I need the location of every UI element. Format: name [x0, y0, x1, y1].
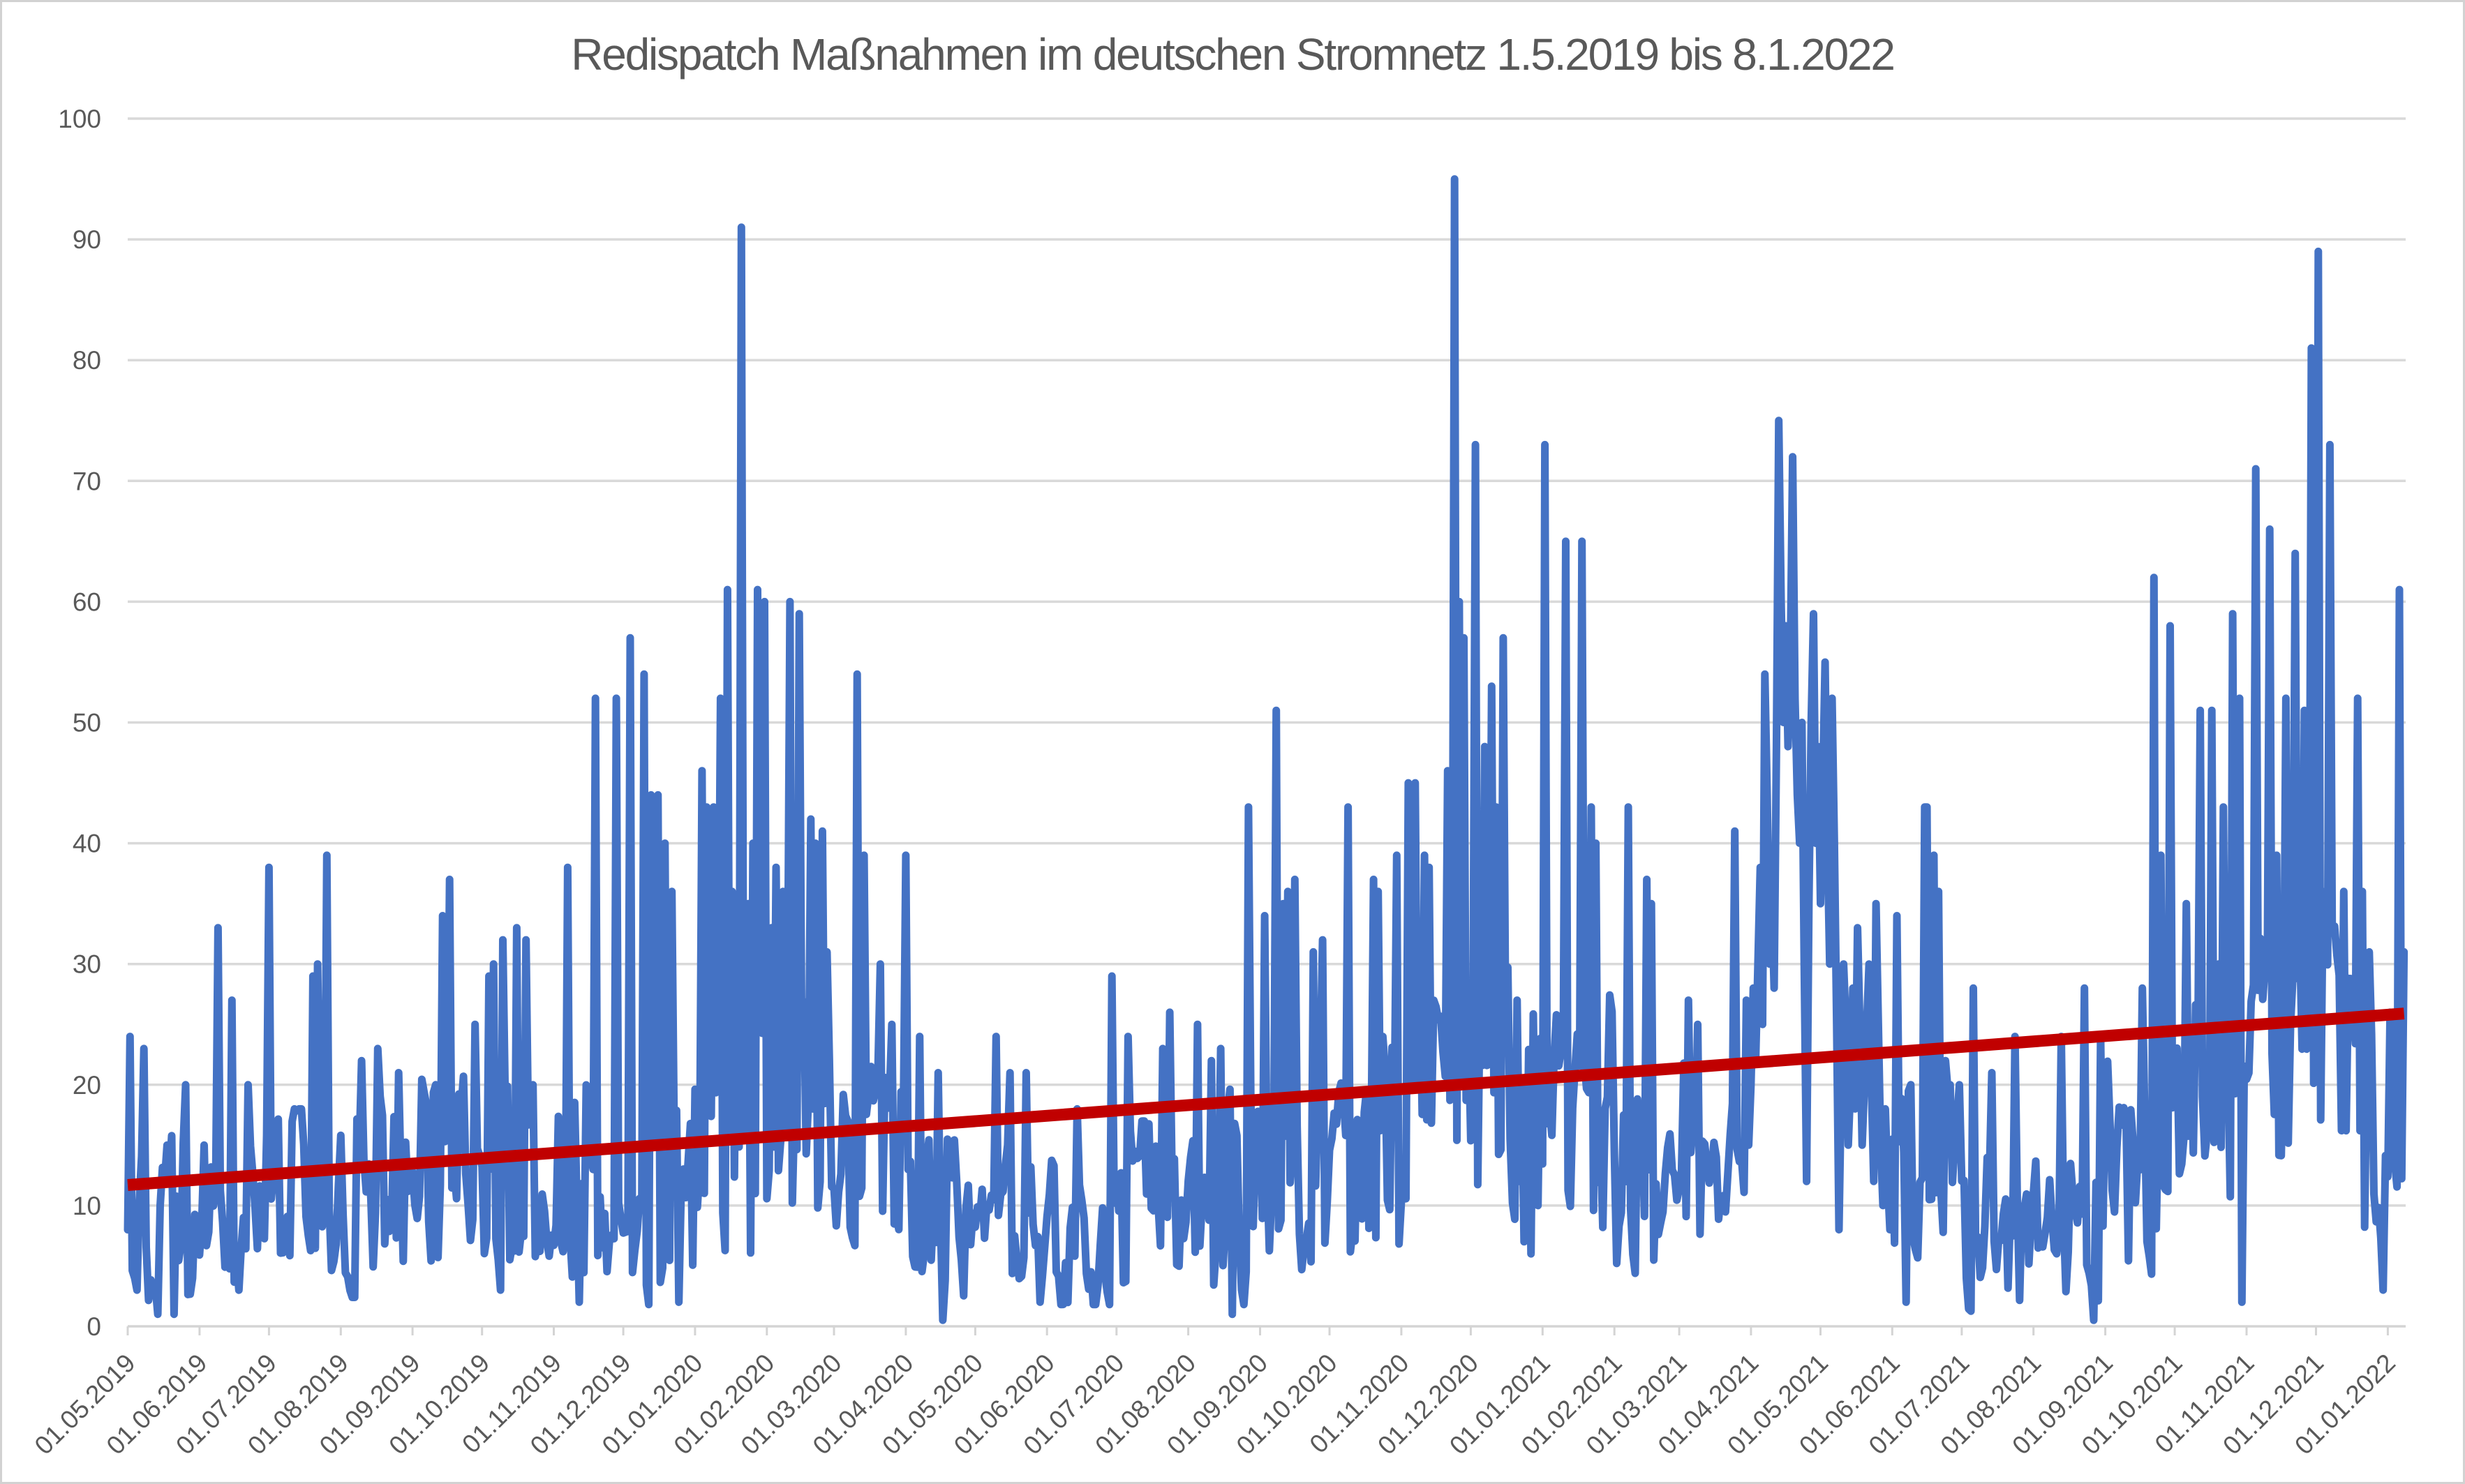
svg-text:Redispatch Maßnahmen im deutsc: Redispatch Maßnahmen im deutschen Stromn…	[571, 29, 1894, 80]
svg-text:70: 70	[73, 467, 101, 495]
svg-text:100: 100	[58, 105, 101, 133]
svg-text:20: 20	[73, 1071, 101, 1100]
svg-text:0: 0	[87, 1312, 101, 1341]
svg-text:50: 50	[73, 709, 101, 737]
svg-text:90: 90	[73, 225, 101, 254]
svg-text:30: 30	[73, 950, 101, 979]
svg-text:60: 60	[73, 587, 101, 616]
svg-text:40: 40	[73, 830, 101, 858]
svg-text:10: 10	[73, 1192, 101, 1220]
svg-text:80: 80	[73, 346, 101, 375]
